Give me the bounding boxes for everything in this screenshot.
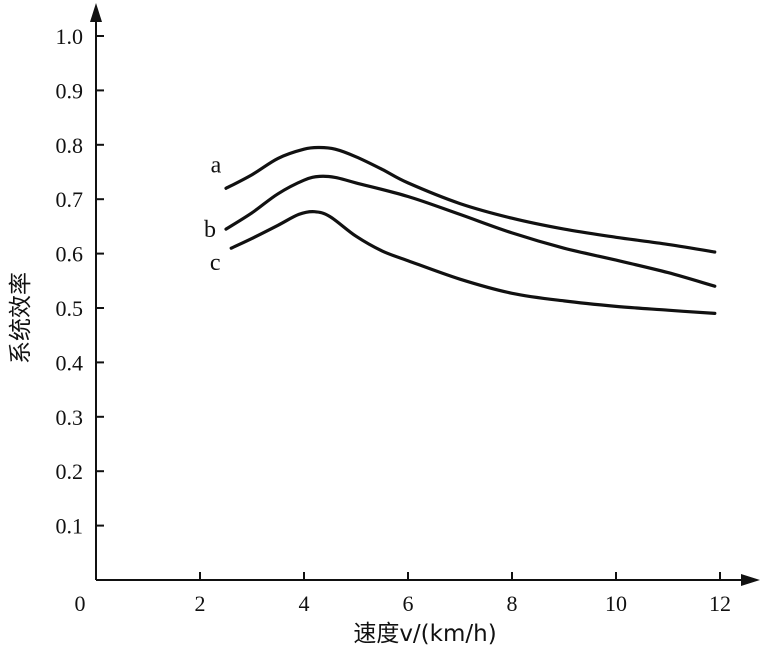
x-axis-title: 速度v/(km/h)	[353, 621, 496, 647]
series-lines	[224, 145, 717, 315]
y-axis-title: 系统效率	[8, 272, 34, 364]
x-ticks: 2 4 6 8 10 12	[195, 572, 731, 616]
x-tick-label: 10	[605, 591, 627, 616]
x-tick-label: 4	[299, 591, 310, 616]
x-tick-label: 8	[507, 591, 518, 616]
y-tick-label: 0.1	[56, 514, 84, 539]
y-tick-label: 0.5	[56, 296, 84, 321]
y-tick-label: 1.0	[56, 24, 84, 49]
y-tick-label: 0.4	[56, 350, 84, 375]
x-tick-label: 2	[195, 591, 206, 616]
series-label-b: b	[204, 217, 216, 243]
x-tick-label: 12	[709, 591, 731, 616]
y-tick-label: 0.7	[56, 187, 84, 212]
origin-label: 0	[75, 591, 86, 616]
y-tick-label: 0.3	[56, 405, 84, 430]
y-tick-label: 0.8	[56, 133, 84, 158]
y-tick-label: 0.6	[56, 242, 84, 267]
series-line-c	[229, 210, 717, 315]
y-tick-label: 0.9	[56, 78, 84, 103]
series-label-a: a	[211, 152, 222, 178]
y-ticks: 0.1 0.2 0.3 0.4 0.5 0.6 0.7 0.8 0.9 1.0	[56, 24, 104, 539]
y-axis-arrow	[90, 3, 102, 22]
series-line-b	[224, 174, 717, 288]
series-label-c: c	[210, 250, 221, 276]
series-line-a	[224, 145, 717, 254]
x-tick-label: 6	[403, 591, 414, 616]
series-labels: a bc	[204, 152, 222, 276]
x-axis-arrow	[741, 574, 760, 586]
y-tick-label: 0.2	[56, 459, 84, 484]
